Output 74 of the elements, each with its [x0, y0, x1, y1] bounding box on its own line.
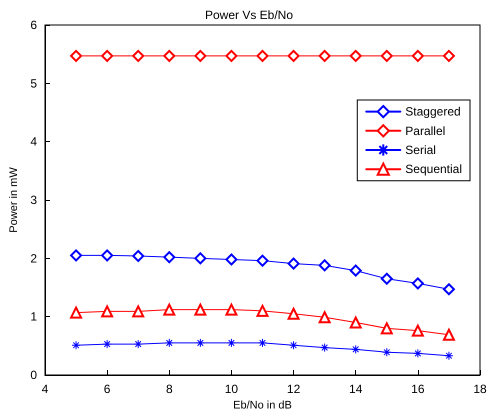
point	[318, 311, 331, 324]
point	[101, 249, 114, 262]
point	[132, 305, 144, 318]
point	[196, 338, 205, 348]
point	[350, 264, 362, 277]
x-tick-label: 18	[473, 382, 487, 396]
point	[288, 258, 300, 270]
point	[318, 259, 331, 272]
point	[412, 324, 424, 337]
point	[350, 50, 362, 62]
point	[442, 328, 455, 341]
point	[382, 348, 392, 357]
point	[163, 50, 176, 62]
point	[72, 340, 81, 350]
x-tick-label: 14	[349, 382, 363, 396]
legend-label: Parallel	[405, 124, 446, 138]
point	[258, 338, 267, 348]
point	[256, 254, 268, 267]
y-tick-label: 3	[30, 193, 38, 207]
point	[288, 308, 300, 320]
point	[163, 251, 176, 264]
point	[194, 304, 206, 316]
x-tick-label: 8	[166, 382, 173, 396]
point	[412, 277, 424, 290]
point	[289, 340, 298, 350]
y-tick-label: 1	[30, 310, 38, 324]
point	[442, 283, 455, 296]
y-tick-label: 6	[30, 18, 38, 32]
point	[413, 348, 422, 358]
point	[226, 338, 236, 348]
point	[225, 254, 238, 266]
point	[380, 322, 393, 334]
x-tick-label: 16	[411, 382, 425, 396]
x-tick-label: 12	[286, 382, 301, 396]
point	[412, 50, 424, 62]
y-axis-title: Power in mW	[8, 166, 20, 233]
point	[132, 250, 144, 262]
legend-label: Serial	[405, 143, 436, 157]
point	[132, 50, 144, 62]
point	[164, 338, 174, 348]
point	[163, 304, 176, 316]
point	[318, 50, 331, 62]
point	[70, 249, 82, 262]
point	[194, 50, 206, 62]
point	[101, 305, 114, 318]
point	[351, 344, 360, 354]
point	[194, 252, 206, 264]
y-tick-label: 4	[30, 134, 38, 149]
point	[288, 50, 300, 62]
point	[134, 340, 143, 349]
legend-label: Staggered	[405, 104, 461, 119]
legend-label: Sequential	[405, 162, 462, 176]
point	[320, 343, 330, 352]
point	[225, 50, 238, 62]
point	[442, 50, 455, 62]
point	[101, 50, 114, 62]
point	[256, 304, 268, 317]
point	[256, 50, 268, 62]
y-tick-label: 2	[30, 251, 38, 266]
point	[380, 50, 393, 62]
point	[444, 351, 454, 360]
chart-title: Power Vs Eb/No	[204, 8, 294, 22]
x-tick-label: 10	[224, 382, 238, 396]
x-axis-title: Eb/No in dB	[233, 399, 292, 412]
y-tick-label: 0	[30, 368, 38, 382]
point	[350, 316, 362, 328]
y-tick-label: 5	[30, 76, 38, 90]
point	[225, 304, 238, 316]
point	[70, 306, 82, 319]
x-tick-label: 4	[42, 382, 49, 396]
point	[380, 272, 393, 285]
x-tick-label: 6	[104, 382, 111, 396]
point	[70, 50, 82, 62]
point	[102, 340, 112, 349]
